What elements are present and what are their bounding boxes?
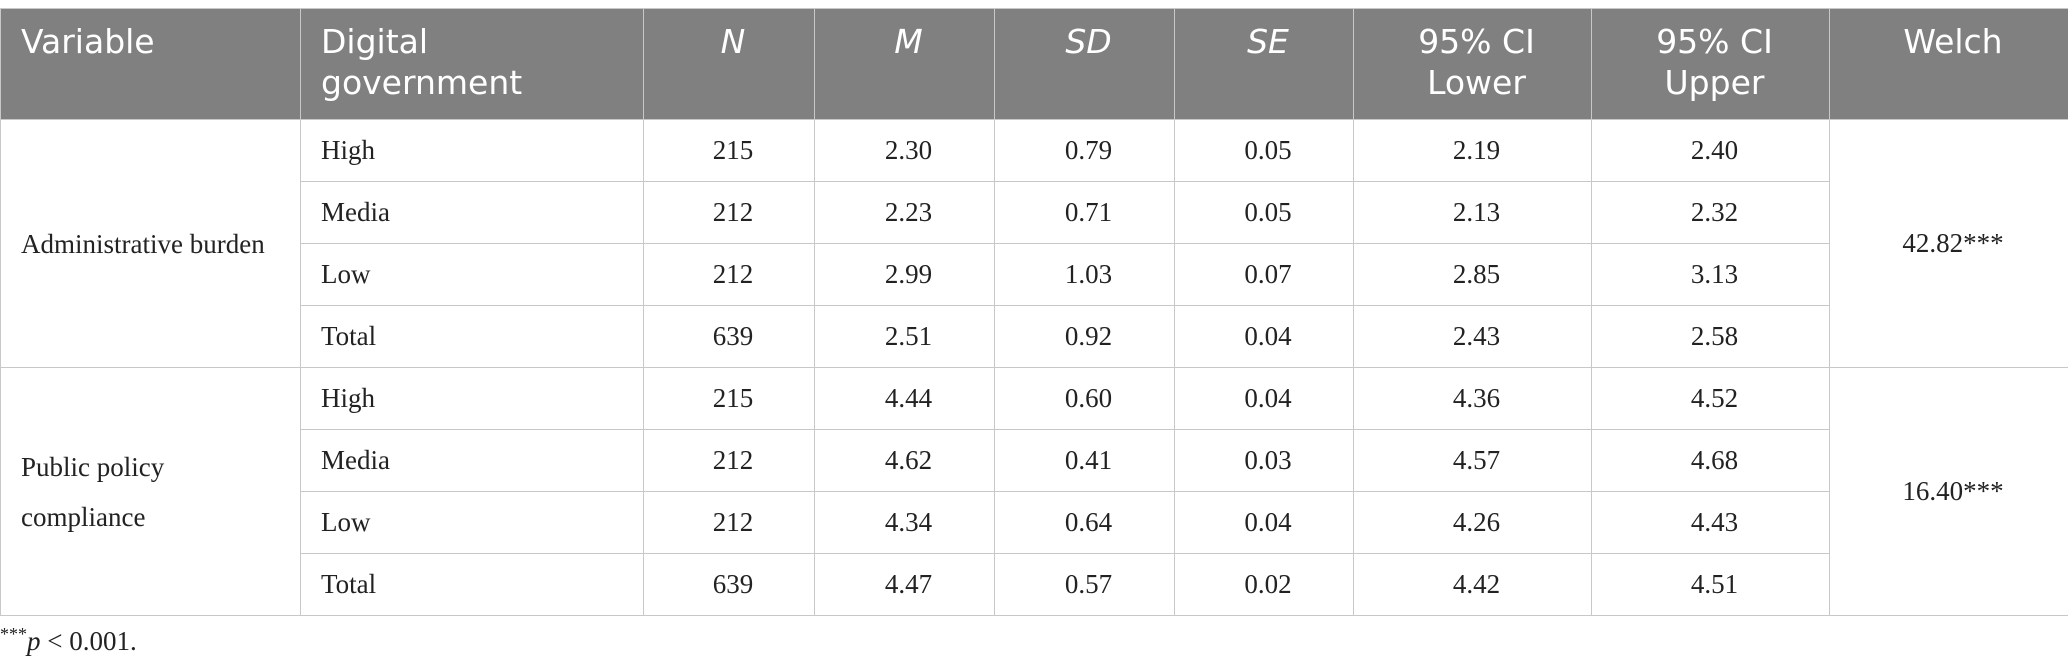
header-variable: Variable	[0, 8, 301, 120]
sd-cell: 0.57	[994, 553, 1175, 616]
sd-cell: 0.92	[994, 305, 1175, 368]
group-cell: Media	[300, 429, 644, 492]
ci-upper-cell: 4.52	[1591, 367, 1830, 430]
variable-cell: Administrative burden	[0, 119, 301, 368]
ci-upper-cell: 4.43	[1591, 491, 1830, 554]
n-cell: 639	[643, 305, 815, 368]
ci-upper-cell: 2.32	[1591, 181, 1830, 244]
table-row: Public policy compliance High 215 4.44 0…	[0, 367, 2068, 616]
results-table: Variable Digital government N M SD SE 95…	[0, 8, 2068, 616]
ci-upper-cell: 2.40	[1591, 119, 1830, 182]
ci-lower-cell: 2.19	[1353, 119, 1592, 182]
header-digital-government: Digital government	[300, 8, 644, 120]
se-cell: 0.03	[1174, 429, 1354, 492]
m-cell: 4.47	[814, 553, 995, 616]
header-welch: Welch	[1829, 8, 2068, 120]
table-footnote: ***p < 0.001.	[0, 624, 137, 657]
sd-cell: 0.64	[994, 491, 1175, 554]
se-cell: 0.05	[1174, 181, 1354, 244]
ci-lower-cell: 2.43	[1353, 305, 1592, 368]
m-cell: 4.34	[814, 491, 995, 554]
m-cell: 2.51	[814, 305, 995, 368]
m-cell: 4.44	[814, 367, 995, 430]
group-cell: Low	[300, 491, 644, 554]
n-cell: 215	[643, 367, 815, 430]
header-ci-upper: 95% CI Upper	[1591, 8, 1830, 120]
table-row: Media 212 4.62 0.41 0.03 4.57 4.68	[1, 429, 2068, 492]
table-row: Low 212 4.34 0.64 0.04 4.26 4.43	[1, 491, 2068, 554]
group-cell: Total	[300, 553, 644, 616]
table-row: Administrative burden High 215 2.30 0.79…	[0, 119, 2068, 368]
se-cell: 0.02	[1174, 553, 1354, 616]
header-sd: SD	[994, 8, 1175, 120]
header-ci-lower: 95% CI Lower	[1353, 8, 1592, 120]
ci-lower-cell: 4.36	[1353, 367, 1592, 430]
ci-lower-cell: 4.42	[1353, 553, 1592, 616]
se-cell: 0.04	[1174, 305, 1354, 368]
group-cell: High	[300, 367, 644, 430]
se-cell: 0.05	[1174, 119, 1354, 182]
sd-cell: 0.41	[994, 429, 1175, 492]
ci-lower-cell: 4.57	[1353, 429, 1592, 492]
group-cell: Media	[300, 181, 644, 244]
table-body: Administrative burden High 215 2.30 0.79…	[0, 119, 2068, 616]
ci-lower-cell: 2.13	[1353, 181, 1592, 244]
footnote-marker: ***	[0, 624, 27, 644]
table-row: Low 212 2.99 1.03 0.07 2.85 3.13	[1, 243, 2068, 306]
se-cell: 0.07	[1174, 243, 1354, 306]
ci-lower-cell: 2.85	[1353, 243, 1592, 306]
m-cell: 2.23	[814, 181, 995, 244]
ci-upper-cell: 4.51	[1591, 553, 1830, 616]
sd-cell: 0.71	[994, 181, 1175, 244]
n-cell: 639	[643, 553, 815, 616]
variable-cell: Public policy compliance	[0, 367, 301, 616]
welch-cell: 16.40***	[1829, 367, 2068, 616]
n-cell: 212	[643, 429, 815, 492]
header-n: N	[643, 8, 815, 120]
footnote-text: < 0.001.	[40, 626, 137, 656]
se-cell: 0.04	[1174, 491, 1354, 554]
se-cell: 0.04	[1174, 367, 1354, 430]
group-cell: High	[300, 119, 644, 182]
sd-cell: 0.60	[994, 367, 1175, 430]
m-cell: 2.30	[814, 119, 995, 182]
results-table-container: Variable Digital government N M SD SE 95…	[0, 8, 2068, 616]
ci-upper-cell: 2.58	[1591, 305, 1830, 368]
table-row: Total 639 2.51 0.92 0.04 2.43 2.58	[1, 305, 2068, 368]
ci-upper-cell: 3.13	[1591, 243, 1830, 306]
table-row: Total 639 4.47 0.57 0.02 4.42 4.51	[1, 553, 2068, 616]
table-header: Variable Digital government N M SD SE 95…	[0, 8, 2068, 120]
header-se: SE	[1174, 8, 1354, 120]
n-cell: 212	[643, 181, 815, 244]
group-cell: Total	[300, 305, 644, 368]
n-cell: 215	[643, 119, 815, 182]
m-cell: 4.62	[814, 429, 995, 492]
header-row: Variable Digital government N M SD SE 95…	[0, 8, 2068, 120]
sd-cell: 1.03	[994, 243, 1175, 306]
n-cell: 212	[643, 243, 815, 306]
group-cell: Low	[300, 243, 644, 306]
ci-lower-cell: 4.26	[1353, 491, 1592, 554]
table-row: Media 212 2.23 0.71 0.05 2.13 2.32	[1, 181, 2068, 244]
welch-cell: 42.82***	[1829, 119, 2068, 368]
m-cell: 2.99	[814, 243, 995, 306]
footnote-symbol: p	[27, 626, 41, 656]
n-cell: 212	[643, 491, 815, 554]
sd-cell: 0.79	[994, 119, 1175, 182]
header-m: M	[814, 8, 995, 120]
ci-upper-cell: 4.68	[1591, 429, 1830, 492]
